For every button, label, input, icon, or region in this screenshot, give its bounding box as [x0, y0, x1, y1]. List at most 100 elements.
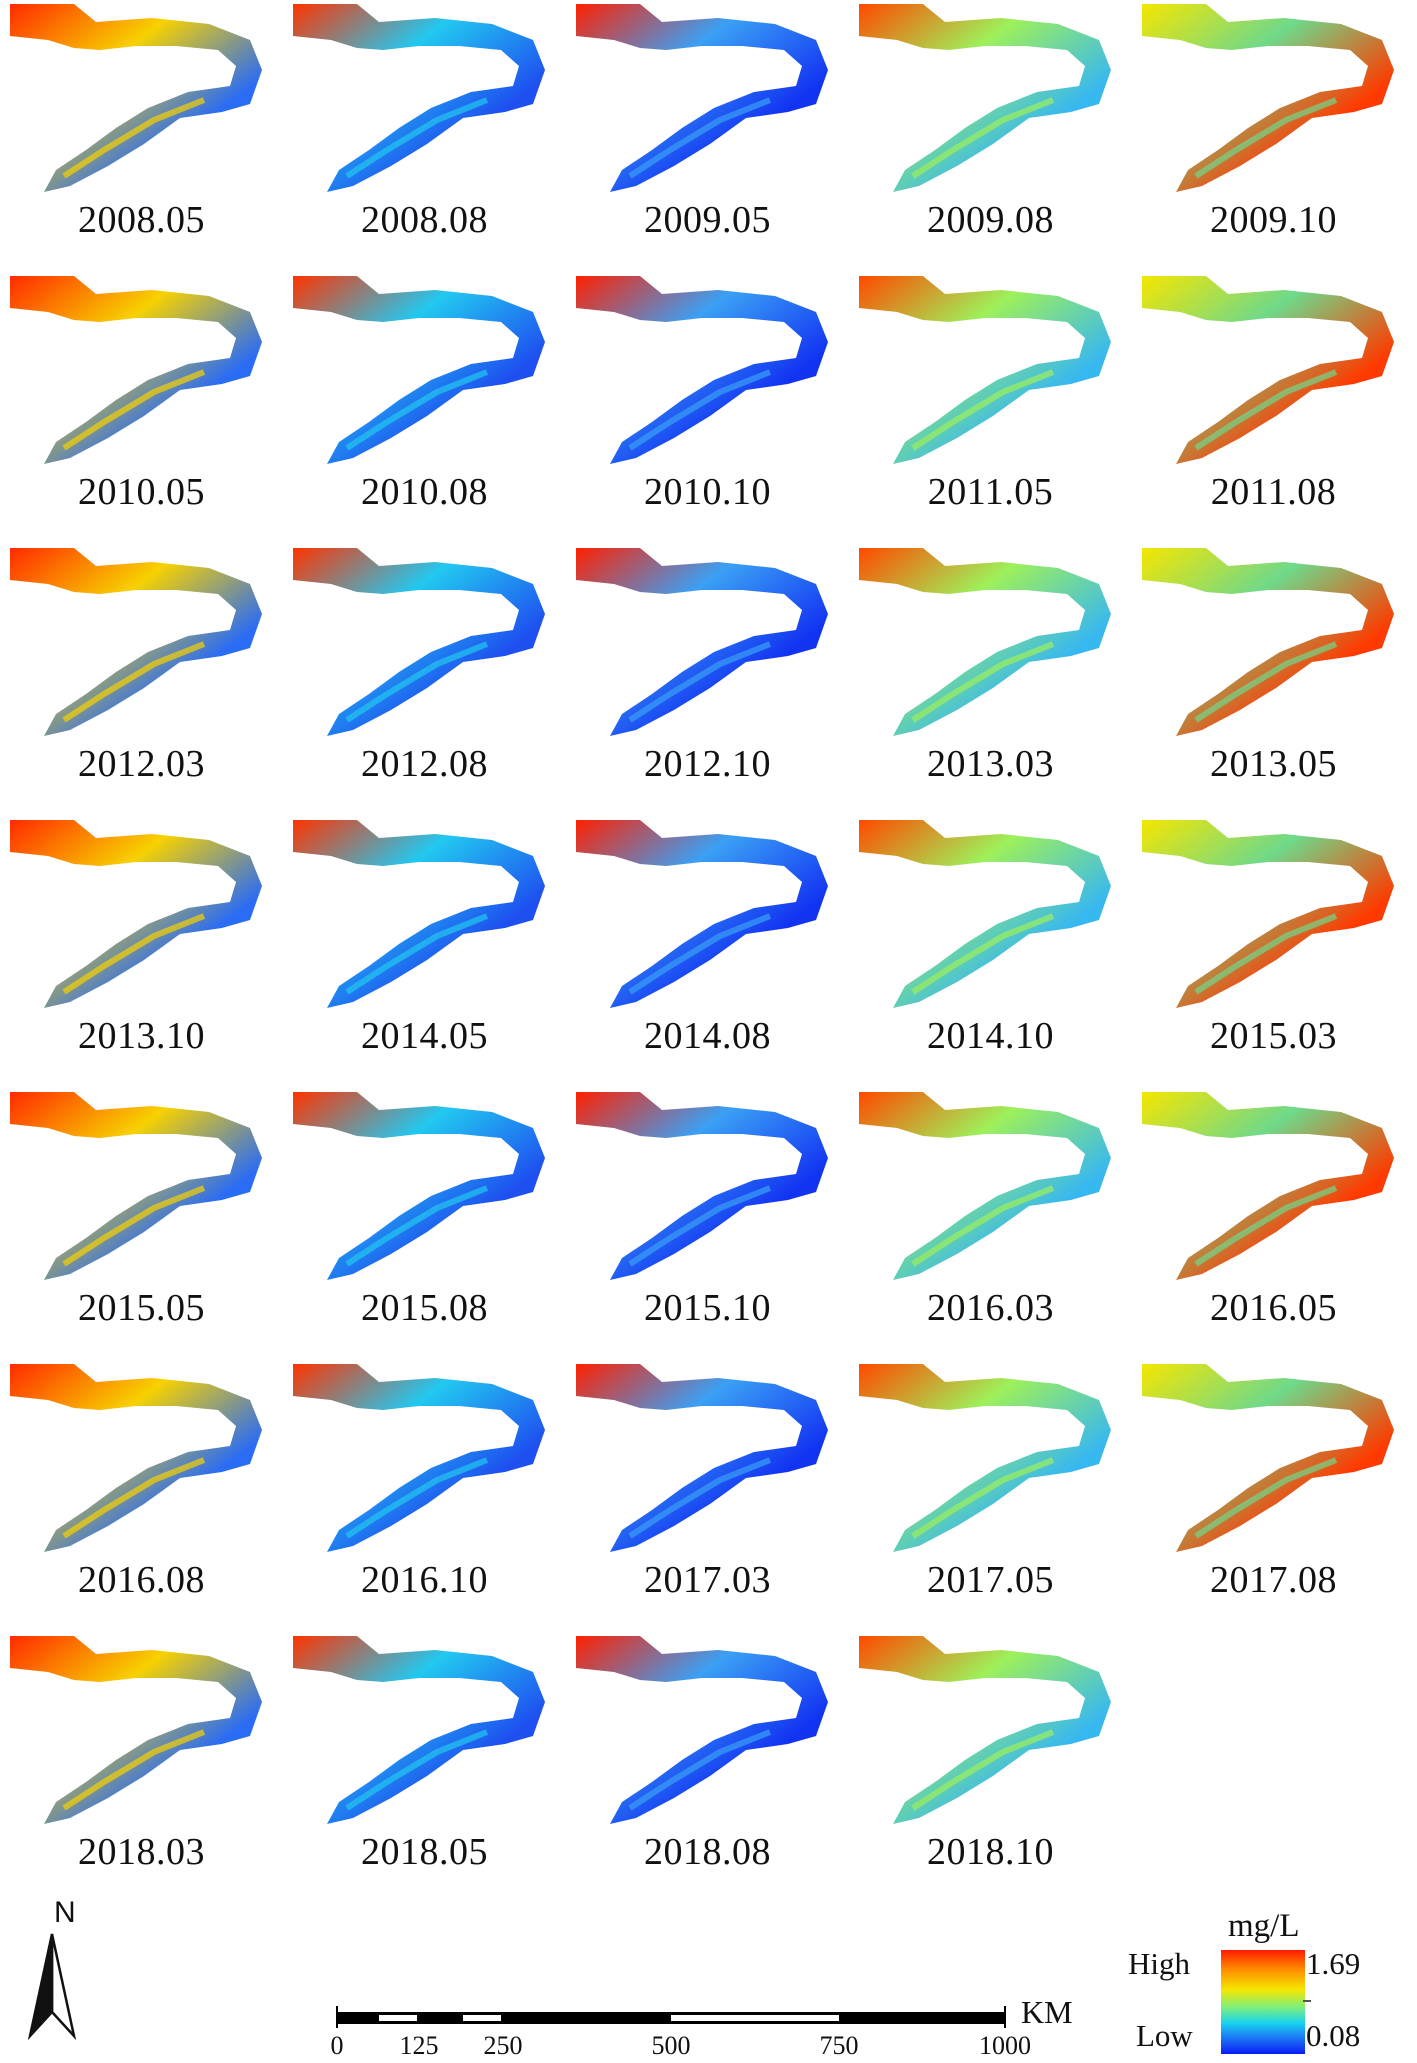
river-map — [10, 4, 262, 192]
river-map — [10, 820, 262, 1008]
panel-date-label: 2013.10 — [78, 1015, 205, 1057]
panel-date-label: 2011.08 — [1210, 471, 1337, 513]
river-map — [859, 1364, 1111, 1552]
map-panel: 2015.05 — [0, 1088, 283, 1360]
river-map — [1142, 1092, 1394, 1280]
panel-date-label: 2009.05 — [644, 199, 771, 241]
scale-tick-label: 750 — [819, 2031, 859, 2060]
panel-date-label: 2014.05 — [361, 1015, 488, 1057]
river-map — [293, 1364, 545, 1552]
map-panel: 2012.08 — [283, 544, 566, 816]
map-panel: 2016.03 — [849, 1088, 1132, 1360]
map-panel: 2015.08 — [283, 1088, 566, 1360]
map-panel: 2010.05 — [0, 272, 283, 544]
map-panel: 2010.08 — [283, 272, 566, 544]
map-panel: 2018.10 — [849, 1632, 1132, 1904]
panel-date-label: 2013.05 — [1210, 743, 1337, 785]
panel-date-label: 2016.03 — [927, 1287, 1054, 1329]
scale-bar-graphic — [336, 2006, 1006, 2028]
river-map — [293, 4, 545, 192]
legend-max-value: 1.69 — [1306, 1946, 1361, 1981]
map-panel: 2018.05 — [283, 1632, 566, 1904]
map-panel: 2010.10 — [566, 272, 849, 544]
scale-tick-label: 0 — [330, 2031, 344, 2060]
river-map — [859, 548, 1111, 736]
map-panel: 2009.10 — [1132, 0, 1415, 272]
map-panel: 2013.10 — [0, 816, 283, 1088]
panel-date-label: 2018.05 — [361, 1831, 488, 1873]
panel-date-label: 2012.08 — [361, 743, 488, 785]
panel-date-label: 2015.03 — [1210, 1015, 1337, 1057]
scale-tick-label: 1000 — [979, 2031, 1031, 2060]
panel-date-label: 2009.10 — [1210, 199, 1337, 241]
scale-tick-label: 500 — [651, 2031, 691, 2060]
river-map — [576, 1636, 828, 1824]
river-map — [859, 4, 1111, 192]
map-panel: 2013.03 — [849, 544, 1132, 816]
river-map — [576, 276, 828, 464]
scale-tick-label: 125 — [399, 2031, 439, 2060]
panel-date-label: 2013.03 — [927, 743, 1054, 785]
scale-bar: KM 0 125 250 500 750 1000 — [331, 1994, 1073, 2062]
river-map — [293, 1092, 545, 1280]
map-panel: 2015.03 — [1132, 816, 1415, 1088]
river-map — [1142, 548, 1394, 736]
map-panel: 2008.05 — [0, 0, 283, 272]
map-panel: 2014.08 — [566, 816, 849, 1088]
river-map — [10, 276, 262, 464]
river-map — [576, 1092, 828, 1280]
river-map — [1142, 276, 1394, 464]
map-panel: 2015.10 — [566, 1088, 849, 1360]
color-legend: mg/L High Low 1.69 0.08 — [1118, 1908, 1417, 2060]
panel-date-label: 2015.05 — [78, 1287, 205, 1329]
river-map — [859, 820, 1111, 1008]
panel-date-label: 2014.10 — [927, 1015, 1054, 1057]
legend-unit: mg/L — [1228, 1908, 1300, 1944]
river-map — [576, 4, 828, 192]
panel-date-label: 2009.08 — [927, 199, 1054, 241]
legend-min-value: 0.08 — [1306, 2018, 1361, 2053]
panel-date-label: 2018.08 — [644, 1831, 771, 1873]
river-map — [293, 1636, 545, 1824]
map-panel: 2018.08 — [566, 1632, 849, 1904]
river-map — [293, 548, 545, 736]
river-map — [576, 548, 828, 736]
river-map — [10, 1636, 262, 1824]
river-map — [576, 820, 828, 1008]
river-map — [1142, 820, 1394, 1008]
river-map — [293, 276, 545, 464]
panel-date-label: 2012.10 — [644, 743, 771, 785]
panel-date-label: 2016.05 — [1210, 1287, 1337, 1329]
panel-date-label: 2008.05 — [78, 199, 205, 241]
river-map — [10, 1364, 262, 1552]
panel-date-label: 2015.10 — [644, 1287, 771, 1329]
panel-date-label: 2018.10 — [927, 1831, 1054, 1873]
panel-date-label: 2008.08 — [361, 199, 488, 241]
map-panel: 2018.03 — [0, 1632, 283, 1904]
legend-high-label: High — [1128, 1946, 1190, 1981]
map-panel: 2011.05 — [849, 272, 1132, 544]
legend-color-ramp — [1221, 1950, 1305, 2054]
north-label: N — [54, 1896, 76, 1929]
panel-date-label: 2011.05 — [927, 471, 1054, 513]
map-panel: 2009.05 — [566, 0, 849, 272]
north-arrow-icon — [27, 1933, 77, 2041]
map-panel: 2012.10 — [566, 544, 849, 816]
map-panel: 2013.05 — [1132, 544, 1415, 816]
map-panel: 2017.08 — [1132, 1360, 1415, 1632]
panel-date-label: 2014.08 — [644, 1015, 771, 1057]
panel-date-label: 2010.10 — [644, 471, 771, 513]
map-panel: 2014.05 — [283, 816, 566, 1088]
river-map — [576, 1364, 828, 1552]
map-panel: 2017.05 — [849, 1360, 1132, 1632]
panel-date-label: 2018.03 — [78, 1831, 205, 1873]
river-map — [10, 548, 262, 736]
river-map — [859, 1092, 1111, 1280]
panel-date-label: 2016.10 — [361, 1559, 488, 1601]
map-panel-grid: 2008.05 2008.08 2009.05 2009.08 2009.10 2010.… — [0, 0, 1415, 1873]
panel-date-label: 2012.03 — [78, 743, 205, 785]
map-panel: 2017.03 — [566, 1360, 849, 1632]
panel-date-label: 2010.08 — [361, 471, 488, 513]
north-arrow: N — [22, 1898, 92, 2048]
river-map — [10, 1092, 262, 1280]
